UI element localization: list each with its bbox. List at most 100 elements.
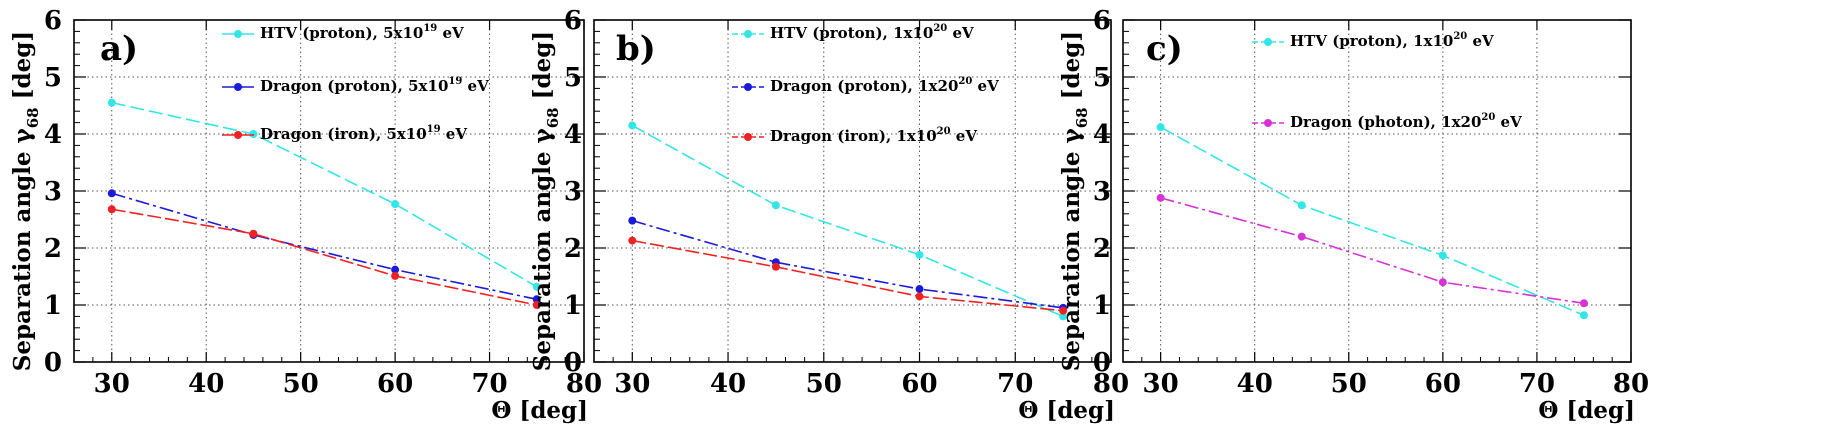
legend-swatch-marker (234, 30, 242, 38)
y-axis-title-subscript: 68 (24, 107, 42, 128)
data-point (628, 121, 637, 130)
legend-label-exponent: 19 (427, 124, 441, 135)
legend-label-exponent: 19 (448, 76, 462, 87)
y-tick-label: 6 (44, 6, 62, 36)
series-line (1160, 126, 1585, 316)
data-point (107, 189, 116, 198)
data-point (1059, 312, 1068, 321)
y-tick-label: 1 (1093, 291, 1111, 321)
data-point (915, 292, 924, 301)
legend-label: Dragon (iron), 5x1019 eV (260, 124, 467, 143)
data-point (1579, 299, 1588, 308)
legend-swatch-marker (234, 131, 242, 139)
y-axis-title-subscript: 68 (544, 107, 562, 128)
series-line (111, 208, 537, 306)
y-axis-title-unit: [deg] (1058, 31, 1085, 108)
legend-label-main: Dragon (iron), 5x10 (260, 125, 427, 143)
y-tick-label: 0 (564, 348, 582, 378)
data-point (107, 205, 116, 214)
plot-frame (1122, 19, 1632, 363)
legend-label-exponent: 19 (423, 23, 437, 34)
x-tick-label: 30 (1143, 369, 1179, 399)
legend-label: HTV (proton), 5x1019 eV (260, 23, 464, 42)
y-axis-title: Separation angle γ68 [deg] (1058, 31, 1091, 371)
panel-label: b) (616, 29, 656, 69)
legend-label: Dragon (proton), 1x2020 eV (770, 76, 999, 95)
legend-label-main: HTV (proton), 1x10 (1290, 32, 1453, 50)
x-tick-label: 30 (94, 369, 130, 399)
y-tick-label: 5 (1093, 63, 1111, 93)
legend-swatch-marker (1264, 119, 1272, 127)
data-point (1156, 193, 1165, 202)
data-point (915, 250, 924, 259)
x-tick-label: 60 (377, 369, 413, 399)
panel-label: a) (100, 29, 138, 69)
data-point (249, 229, 258, 238)
legend-label-unit: eV (441, 125, 468, 143)
y-axis-title-unit: [deg] (529, 31, 556, 108)
legend-label-main: HTV (proton), 1x10 (770, 24, 933, 42)
y-tick-label: 5 (44, 63, 62, 93)
y-tick-label: 0 (44, 348, 62, 378)
y-tick-label: 3 (564, 177, 582, 207)
data-point (532, 301, 541, 309)
legend-label-unit: eV (462, 77, 489, 95)
legend-label: Dragon (proton), 5x1019 eV (260, 76, 489, 95)
y-tick-label: 1 (44, 291, 62, 321)
series-line (632, 219, 1064, 309)
legend-label-main: HTV (proton), 5x10 (260, 24, 423, 42)
x-tick-label: 40 (188, 369, 224, 399)
legend-label: Dragon (iron), 1x1020 eV (770, 126, 977, 145)
data-point (1059, 306, 1068, 315)
y-tick-label: 2 (44, 234, 62, 264)
y-tick-label: 6 (564, 6, 582, 36)
data-point (532, 295, 541, 304)
legend-label-exponent: 20 (937, 126, 951, 137)
x-tick-label: 80 (1093, 369, 1129, 399)
y-tick-label: 4 (1093, 120, 1111, 150)
x-axis-title: Θ [deg] (491, 397, 588, 424)
series-line (111, 101, 538, 288)
legend-label-unit: eV (1467, 32, 1494, 50)
data-point (1297, 201, 1306, 210)
x-tick-label: 40 (710, 369, 746, 399)
data-point (628, 236, 637, 245)
legend-label-exponent: 20 (958, 76, 972, 87)
x-tick-label: 30 (614, 369, 650, 399)
legend-swatch-marker (234, 83, 242, 91)
data-point (532, 282, 541, 291)
y-tick-label: 4 (564, 120, 582, 150)
y-axis-title-main: Separation angle γ (1058, 127, 1085, 371)
series-line (1160, 197, 1585, 305)
y-tick-label: 4 (44, 120, 62, 150)
legend-label-main: Dragon (photon), 1x20 (1290, 113, 1481, 131)
series-line (111, 192, 537, 301)
x-tick-label: 50 (1331, 369, 1367, 399)
x-tick-label: 50 (283, 369, 319, 399)
legend-label-main: Dragon (proton), 5x10 (260, 77, 448, 95)
y-tick-label: 5 (564, 63, 582, 93)
y-axis-title: Separation angle γ68 [deg] (529, 31, 562, 371)
legend-label-exponent: 20 (933, 23, 947, 34)
x-tick-label: 70 (471, 369, 507, 399)
legend-label-unit: eV (1495, 113, 1522, 131)
x-tick-label: 80 (1613, 369, 1649, 399)
x-tick-label: 80 (566, 369, 602, 399)
series-line (632, 239, 1064, 312)
x-tick-label: 60 (901, 369, 937, 399)
legend-swatch-marker (744, 30, 752, 38)
x-tick-label: 40 (1237, 369, 1273, 399)
legend-label-unit: eV (951, 127, 978, 145)
series-line (631, 124, 1064, 318)
legend-label-unit: eV (947, 24, 974, 42)
x-tick-label: 60 (1425, 369, 1461, 399)
y-axis-title-main: Separation angle γ (529, 127, 556, 371)
legend-swatch-marker (1264, 38, 1272, 46)
data-point (1579, 311, 1588, 320)
data-point (1438, 251, 1447, 260)
legend-swatch-marker (744, 133, 752, 141)
data-point (107, 98, 116, 107)
